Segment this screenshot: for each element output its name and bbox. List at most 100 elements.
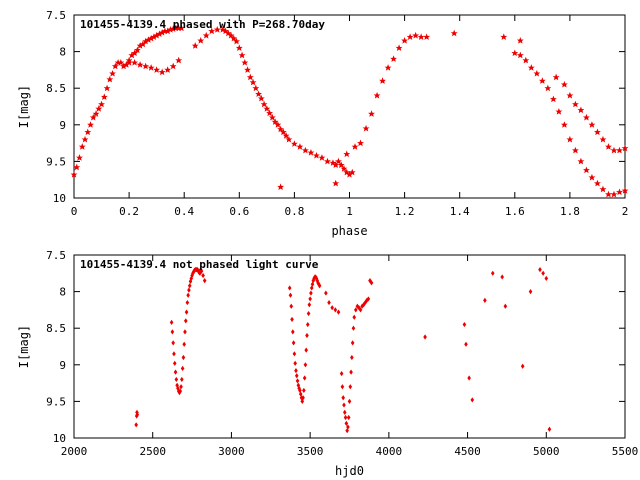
phased-data-point — [373, 91, 381, 99]
phased-x-tick-label: 0 — [71, 205, 78, 218]
unphased-data-point — [306, 310, 311, 317]
unphased-data-point — [547, 426, 552, 432]
phased-data-point — [147, 64, 155, 71]
phased-data-point — [357, 139, 364, 147]
phased-data-point — [577, 106, 585, 114]
phased-data-point — [566, 91, 574, 99]
phased-data-point — [379, 77, 386, 84]
unphased-x-tick-label: 5000 — [533, 445, 560, 458]
phased-data-point — [87, 121, 94, 128]
unphased-data-point — [350, 340, 355, 346]
phased-data-point — [277, 183, 285, 191]
unphased-data-point — [202, 278, 207, 284]
unphased-data-point — [500, 274, 505, 280]
phased-x-tick-label: 0.2 — [119, 205, 139, 218]
phased-data-point — [244, 66, 251, 73]
unphased-data-point — [483, 297, 487, 303]
unphased-data-point — [336, 309, 341, 315]
phased-light-curve-chart: 0 0.2 0.4 0.6 0.8 1 1.2 1.4 1.6 1.8 2 7.5 8 8.5 9 9.5 10… — [17, 9, 629, 238]
phased-y-tick-label: 8.5 — [46, 82, 66, 95]
phased-data-point — [594, 179, 601, 187]
phased-y-tick-label: 8 — [59, 46, 66, 59]
unphased-data-point — [310, 281, 315, 287]
unphased-data-point — [178, 388, 183, 394]
unphased-data-point — [544, 275, 549, 282]
phased-data-point — [516, 37, 524, 44]
unphased-x-axis-title: hjd0 — [335, 464, 364, 478]
phased-chart-title: 101455-4139.4 phased with P=268.70day — [80, 18, 325, 31]
unphased-data-point — [296, 382, 301, 388]
unphased-data-point — [333, 307, 338, 313]
unphased-y-tick-label: 7.5 — [46, 249, 66, 262]
unphased-data-point — [179, 384, 183, 390]
phased-x-tick-label: 1.6 — [505, 205, 525, 218]
phased-plot-frame — [73, 14, 626, 199]
unphased-y-tick-label: 10 — [53, 432, 66, 445]
phased-data-point — [246, 73, 254, 81]
phased-data-point — [302, 146, 309, 154]
unphased-data-point — [173, 369, 178, 375]
phased-data-point — [605, 143, 612, 150]
unphased-data-point — [174, 376, 179, 383]
phased-data-point — [583, 113, 590, 121]
phased-data-point — [197, 37, 205, 44]
phased-data-point — [610, 146, 618, 154]
unphased-data-point — [189, 275, 194, 282]
phased-data-point — [103, 84, 111, 92]
unphased-data-point — [327, 299, 331, 306]
unphased-data-point — [305, 332, 309, 339]
unphased-data-point — [185, 299, 190, 306]
unphased-data-point — [309, 290, 313, 296]
phased-data-point — [552, 73, 560, 81]
phased-data-point — [516, 51, 524, 59]
unphased-data-point — [294, 368, 298, 374]
phased-data-point — [175, 56, 183, 64]
phased-data-point — [81, 135, 89, 143]
unphased-y-tick-label: 8 — [59, 286, 66, 299]
unphased-data-point — [503, 303, 508, 309]
phased-data-point — [610, 190, 618, 198]
phased-data-point — [238, 51, 246, 59]
phased-data-point — [599, 135, 607, 143]
unphased-data-point — [135, 411, 140, 418]
phased-x-tick-label: 1.2 — [395, 205, 415, 218]
unphased-data-point — [183, 318, 188, 324]
phased-data-point — [605, 190, 612, 198]
unphased-data-point — [317, 283, 322, 289]
phased-data-point — [343, 150, 351, 158]
unphased-data-point — [287, 285, 292, 291]
unphased-x-tick-label: 3500 — [297, 445, 324, 458]
unphased-data-point — [172, 351, 176, 357]
phased-data-point — [296, 143, 304, 150]
unphased-data-point — [302, 387, 306, 394]
phased-data-point — [106, 75, 114, 83]
phased-data-point — [583, 166, 590, 174]
unphased-data-point — [180, 365, 185, 372]
phased-data-point — [594, 128, 601, 136]
unphased-data-point — [288, 292, 293, 298]
phased-data-point — [555, 108, 563, 115]
unphased-data-point — [186, 292, 190, 298]
phased-data-point — [616, 146, 623, 154]
phased-y-tick-label: 9.5 — [46, 155, 66, 168]
phased-x-axis-title: phase — [331, 224, 367, 238]
unphased-y-tick-label: 8.5 — [46, 322, 66, 335]
unphased-data-point — [198, 270, 202, 276]
phased-data-point — [84, 128, 92, 136]
unphased-data-point — [171, 340, 175, 346]
unphased-data-point — [305, 321, 310, 328]
unphased-data-point — [339, 370, 344, 377]
phased-data-point — [142, 62, 150, 70]
phased-data-point — [384, 64, 392, 71]
unphased-data-point — [351, 325, 356, 331]
unphased-data-point — [341, 395, 346, 401]
phased-data-point — [566, 135, 574, 143]
unphased-data-point — [347, 398, 352, 404]
unphased-data-point — [369, 280, 374, 286]
unphased-data-point — [340, 384, 345, 390]
unphased-data-point — [308, 296, 312, 302]
unphased-data-point — [169, 319, 174, 325]
unphased-data-point — [470, 397, 475, 403]
unphased-data-point — [358, 307, 363, 313]
